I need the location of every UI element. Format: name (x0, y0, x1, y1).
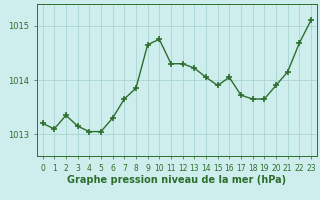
X-axis label: Graphe pression niveau de la mer (hPa): Graphe pression niveau de la mer (hPa) (67, 175, 286, 185)
